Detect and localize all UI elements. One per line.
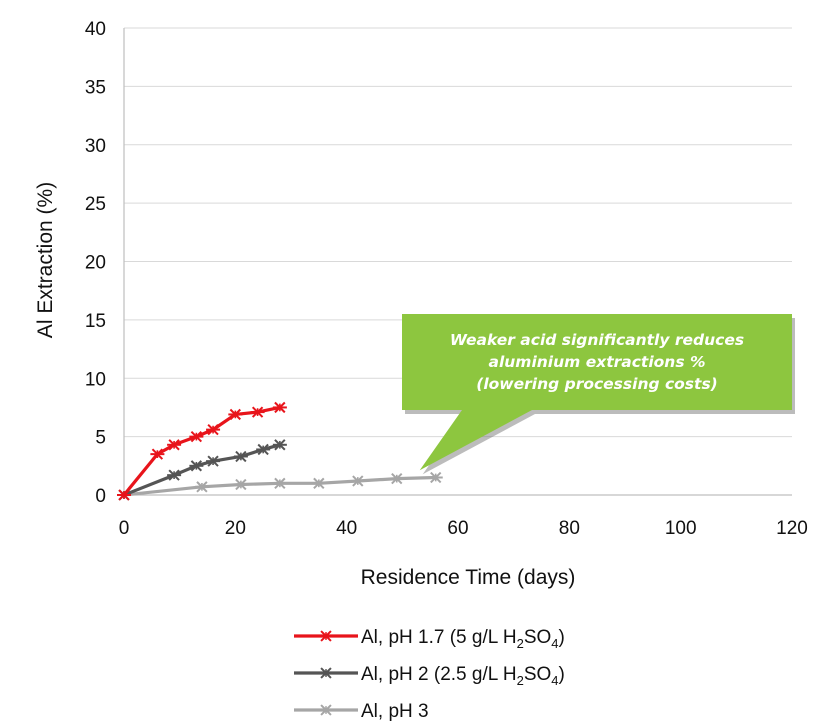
series-3-point-1 — [195, 482, 209, 492]
legend-label-2: Al, pH 2 (2.5 g/L H2SO4) — [361, 664, 565, 688]
series-1-point-6 — [251, 407, 265, 417]
series-2-point-5 — [256, 445, 270, 455]
legend-marker-3 — [319, 705, 333, 715]
legend-label-2-legend-main: Al, pH 2 (2.5 g/L H — [361, 664, 517, 685]
series-2-point-3 — [206, 456, 220, 466]
x-tick-label-60: 60 — [447, 518, 468, 539]
legend-marker-1 — [319, 631, 333, 641]
legend-label-2-legend-mid: SO — [524, 664, 551, 685]
legend-label-1-legend-main: Al, pH 1.7 (5 g/L H — [361, 627, 517, 648]
y-tick-label-25: 25 — [85, 194, 106, 215]
x-tick-label-40: 40 — [336, 518, 357, 539]
legend-label-2-legend-end: ) — [559, 664, 565, 685]
series-3-point-6 — [390, 474, 404, 484]
callout-line-1: Weaker acid significantly reduces — [450, 331, 744, 349]
legend-label-1-legend-sub: 2 — [517, 636, 524, 651]
y-tick-label-35: 35 — [85, 77, 106, 98]
callout: Weaker acid significantly reduces alumini… — [402, 314, 795, 474]
legend-label-1: Al, pH 1.7 (5 g/L H2SO4) — [361, 627, 565, 651]
y-tick-label-5: 5 — [95, 428, 106, 449]
y-tick-label-20: 20 — [85, 253, 106, 274]
x-tick-label-20: 20 — [225, 518, 246, 539]
series-3-point-7 — [429, 473, 443, 483]
legend: Al, pH 1.7 (5 g/L H2SO4)Al, pH 2 (2.5 g/… — [294, 627, 565, 722]
legend-marker-2 — [319, 668, 333, 678]
y-tick-label-15: 15 — [85, 311, 106, 332]
y-axis-title: Al Extraction (%) — [34, 182, 57, 338]
series-3-point-2 — [234, 480, 248, 490]
series-1-point-7 — [273, 402, 287, 412]
series-layer — [117, 402, 443, 499]
legend-item-2: Al, pH 2 (2.5 g/L H2SO4) — [294, 664, 565, 688]
y-tick-label-10: 10 — [85, 369, 106, 390]
legend-label-1-legend-end: ) — [559, 627, 565, 648]
legend-label-1-legend-mid: SO — [524, 627, 551, 648]
legend-label-3-legend-main: Al, pH 3 — [361, 701, 429, 722]
x-tick-label-80: 80 — [559, 518, 580, 539]
series-3 — [117, 473, 443, 500]
series-2-point-6 — [273, 440, 287, 450]
legend-label-2-legend-sub2: 4 — [551, 673, 558, 688]
series-3-point-5 — [351, 476, 365, 486]
x-tick-label-120: 120 — [776, 518, 808, 539]
x-axis-title: Residence Time (days) — [361, 566, 576, 589]
x-tick-label-100: 100 — [665, 518, 697, 539]
legend-label-3: Al, pH 3 — [361, 701, 429, 722]
y-tick-labels: 0 5 10 15 20 25 30 35 40 — [85, 19, 106, 507]
legend-label-2-legend-sub: 2 — [517, 673, 524, 688]
series-3-point-4 — [312, 478, 326, 488]
x-tick-labels: 0 20 40 60 80 100 120 — [119, 518, 808, 539]
legend-label-1-legend-sub2: 4 — [551, 636, 558, 651]
series-2-point-4 — [234, 452, 248, 462]
legend-item-1: Al, pH 1.7 (5 g/L H2SO4) — [294, 627, 565, 651]
y-tick-label-40: 40 — [85, 19, 106, 40]
y-tick-label-30: 30 — [85, 136, 106, 157]
x-tick-label-0: 0 — [119, 518, 130, 539]
y-tick-label-0: 0 — [95, 486, 106, 507]
callout-line-2: aluminium extractions % — [489, 353, 706, 371]
callout-line-3: (lowering processing costs) — [476, 375, 718, 393]
series-3-point-3 — [273, 478, 287, 488]
legend-item-3: Al, pH 3 — [294, 701, 429, 722]
